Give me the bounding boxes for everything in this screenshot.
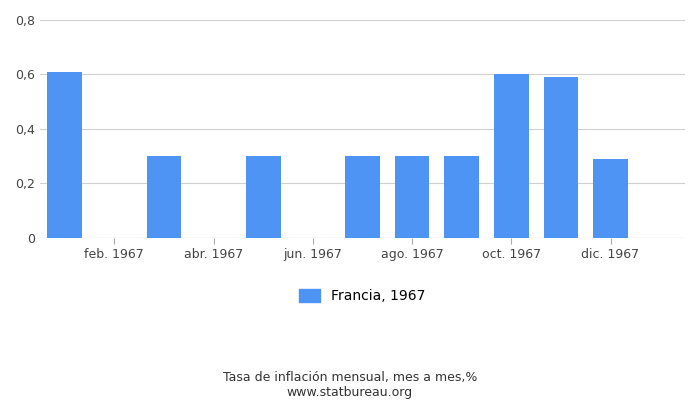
Text: www.statbureau.org: www.statbureau.org — [287, 386, 413, 399]
Legend: Francia, 1967: Francia, 1967 — [294, 284, 431, 309]
Bar — [395, 156, 429, 238]
Bar — [246, 156, 281, 238]
Bar — [593, 159, 628, 238]
Bar — [494, 74, 528, 238]
Bar — [345, 156, 380, 238]
Text: Tasa de inflación mensual, mes a mes,%: Tasa de inflación mensual, mes a mes,% — [223, 372, 477, 384]
Bar — [544, 77, 578, 238]
Bar — [48, 72, 82, 238]
Bar — [444, 156, 479, 238]
Bar — [146, 156, 181, 238]
